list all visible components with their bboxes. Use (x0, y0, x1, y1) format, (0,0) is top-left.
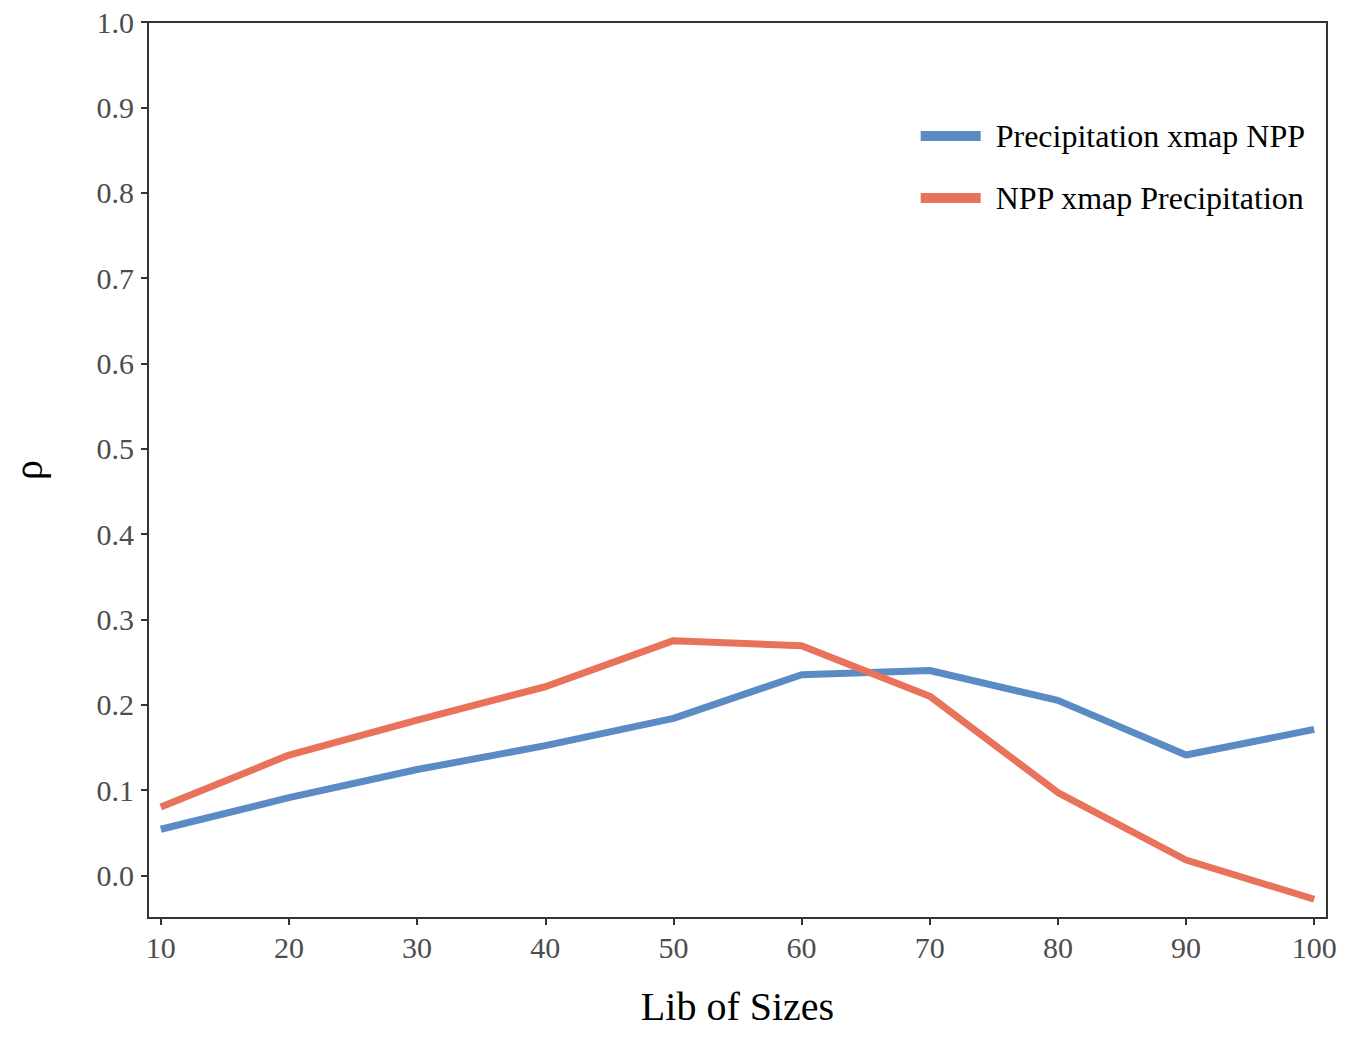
svg-text:Precipitation xmap NPP: Precipitation xmap NPP (996, 118, 1305, 154)
svg-text:100: 100 (1292, 931, 1337, 964)
svg-text:0.5: 0.5 (97, 432, 135, 465)
svg-text:0.0: 0.0 (97, 859, 135, 892)
svg-text:0.1: 0.1 (97, 774, 135, 807)
svg-text:70: 70 (915, 931, 945, 964)
svg-text:0.8: 0.8 (97, 176, 135, 209)
svg-text:90: 90 (1171, 931, 1201, 964)
svg-text:0.7: 0.7 (97, 262, 135, 295)
svg-text:30: 30 (402, 931, 432, 964)
svg-text:1.0: 1.0 (97, 6, 135, 39)
svg-text:80: 80 (1043, 931, 1073, 964)
svg-text:40: 40 (530, 931, 560, 964)
svg-text:0.6: 0.6 (97, 347, 135, 380)
svg-text:10: 10 (146, 931, 176, 964)
svg-text:NPP xmap Precipitation: NPP xmap Precipitation (996, 180, 1304, 216)
svg-text:0.9: 0.9 (97, 91, 135, 124)
svg-text:0.4: 0.4 (97, 518, 135, 551)
svg-text:50: 50 (658, 931, 688, 964)
svg-text:Lib of Sizes: Lib of Sizes (641, 984, 834, 1029)
svg-text:60: 60 (787, 931, 817, 964)
svg-text:0.2: 0.2 (97, 688, 135, 721)
svg-text:0.3: 0.3 (97, 603, 135, 636)
svg-text:20: 20 (274, 931, 304, 964)
svg-text:ρ: ρ (6, 460, 51, 480)
